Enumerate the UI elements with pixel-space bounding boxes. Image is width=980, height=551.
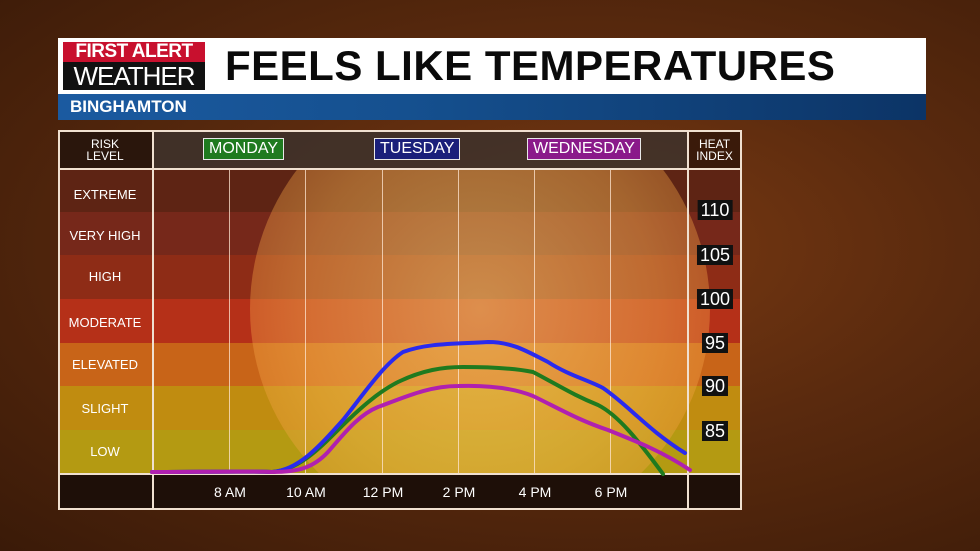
- page-title: FEELS LIKE TEMPERATURES: [225, 42, 836, 89]
- line-wednesday: [150, 383, 692, 475]
- risk-label-moderate: MODERATE: [68, 315, 142, 330]
- risk-label-slight: SLIGHT: [81, 401, 129, 416]
- heat-index-85: 85: [701, 421, 729, 441]
- risk-label-high: HIGH: [88, 269, 122, 284]
- risk-label-very-high: VERY HIGH: [69, 228, 141, 243]
- location-bar: BINGHAMTON: [58, 94, 926, 120]
- label-divider: [152, 130, 154, 510]
- header-divider: [58, 168, 742, 170]
- tick-2pm: 2 PM: [442, 484, 476, 500]
- heat-divider: [687, 130, 689, 510]
- time-axis-row: [58, 474, 742, 510]
- tick-4pm: 4 PM: [518, 484, 552, 500]
- location-label: BINGHAMTON: [70, 97, 187, 116]
- heat-index-110: 110: [697, 200, 733, 220]
- tick-6pm: 6 PM: [594, 484, 628, 500]
- heat-index-100: 100: [696, 289, 734, 309]
- legend-monday: MONDAY: [203, 138, 285, 160]
- axis-heat-divider: [687, 474, 689, 510]
- legend-wednesday: WEDNESDAY: [527, 138, 641, 160]
- risk-label-low: LOW: [90, 444, 120, 459]
- heat-index-105: 105: [696, 245, 734, 265]
- tick-8am: 8 AM: [214, 484, 246, 500]
- gridline-10am: [305, 169, 306, 480]
- heat-index-chart: RISK LEVEL MONDAY TUESDAY WEDNESDAY HEAT…: [58, 130, 742, 510]
- risk-label-extreme: EXTREME: [73, 187, 137, 202]
- gridline-2pm: [458, 169, 459, 480]
- heat-index-95: 95: [701, 333, 729, 353]
- chart-header-row: RISK LEVEL MONDAY TUESDAY WEDNESDAY HEAT…: [58, 130, 742, 169]
- gridline-6pm: [610, 169, 611, 480]
- tick-12pm: 12 PM: [362, 484, 404, 500]
- day-legend: MONDAY TUESDAY WEDNESDAY: [152, 130, 687, 169]
- temperature-lines: [150, 339, 692, 476]
- gridline-8am: [229, 169, 230, 480]
- axis-label-divider: [152, 474, 154, 510]
- title-banner: FIRST ALERT WEATHER FEELS LIKE TEMPERATU…: [58, 38, 926, 94]
- axis-divider: [58, 473, 742, 475]
- risk-label-elevated: ELEVATED: [72, 357, 138, 372]
- logo-bottom-text: WEATHER: [63, 62, 205, 90]
- legend-tuesday: TUESDAY: [374, 138, 461, 160]
- first-alert-weather-logo: FIRST ALERT WEATHER: [63, 42, 205, 90]
- heat-index-90: 90: [701, 376, 729, 396]
- risk-level-header: RISK LEVEL: [58, 130, 152, 169]
- gridline-12pm: [382, 169, 383, 480]
- sun-glow: [152, 169, 742, 474]
- gridline-4pm: [534, 169, 535, 480]
- tick-10am: 10 AM: [286, 484, 326, 500]
- logo-top-text: FIRST ALERT: [63, 42, 205, 62]
- heat-index-header: HEAT INDEX: [687, 130, 742, 169]
